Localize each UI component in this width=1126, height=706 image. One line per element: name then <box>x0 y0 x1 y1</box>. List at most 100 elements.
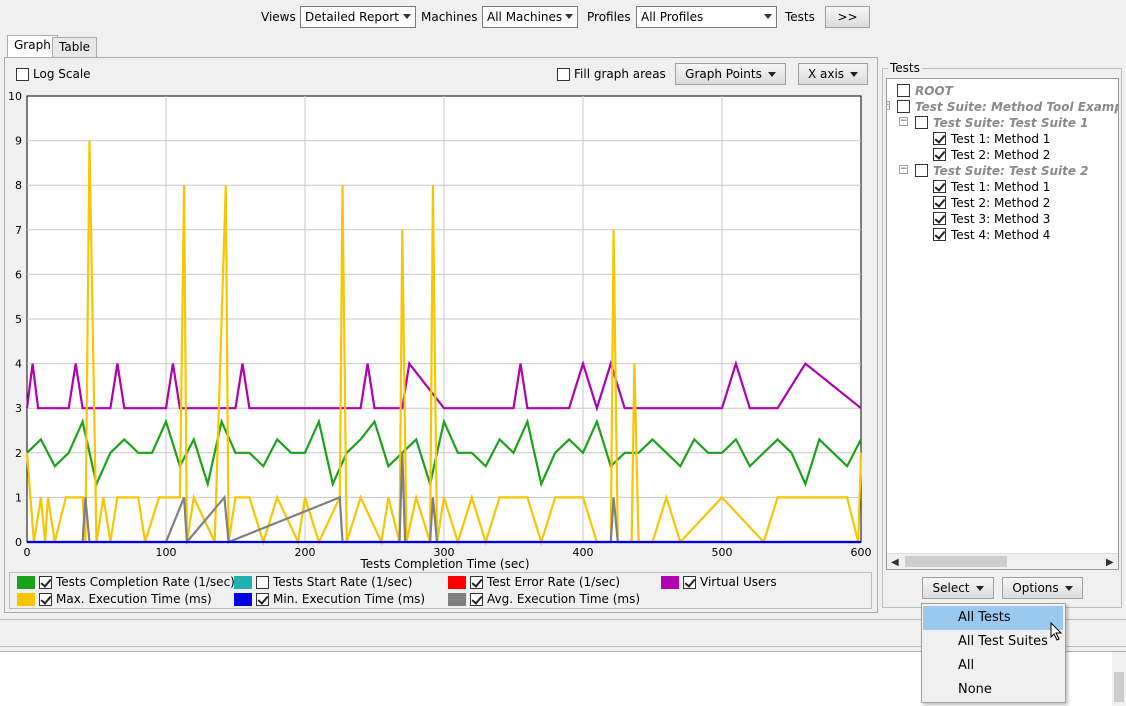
tree-checkbox[interactable] <box>897 84 910 97</box>
legend-box <box>9 572 872 609</box>
legend-checkbox[interactable] <box>39 576 52 589</box>
tree-checkbox[interactable] <box>915 116 928 129</box>
legend-swatch <box>448 593 466 606</box>
scroll-left-icon[interactable]: ◀ <box>891 557 899 568</box>
tree-test-node[interactable]: Test 1: Method 1 <box>951 180 1051 194</box>
legend-checkbox[interactable] <box>256 593 269 606</box>
tree-test-node[interactable]: Test 2: Method 2 <box>951 196 1051 210</box>
legend-checkbox[interactable] <box>683 576 696 589</box>
options-button-label: Options <box>1012 581 1059 595</box>
y-tick-label: 2 <box>15 447 22 460</box>
tab-table[interactable]: Table <box>52 37 98 58</box>
select-button-label: Select <box>932 581 970 595</box>
tree-suite-node[interactable]: ROOT <box>915 84 953 98</box>
chart-series <box>25 140 863 546</box>
legend-swatch <box>448 576 466 589</box>
tree-checkbox[interactable] <box>933 180 946 193</box>
tree-collapse-icon[interactable]: − <box>887 101 890 110</box>
select-button[interactable]: Select <box>922 577 994 599</box>
legend-swatch <box>661 576 679 589</box>
tree-checkbox[interactable] <box>897 100 910 113</box>
chevron-down-icon <box>403 14 411 19</box>
tab-graph[interactable]: Graph <box>7 35 58 58</box>
chevron-down-icon <box>565 14 573 19</box>
dropdown-arrow-icon <box>975 586 984 591</box>
profiles-label: Profiles <box>587 10 631 24</box>
menu-item-none[interactable]: None <box>958 682 992 697</box>
legend-checkbox[interactable] <box>470 593 483 606</box>
select-menu: All Tests All Test Suites All None <box>921 603 1066 703</box>
tests-tree[interactable]: ROOT−Test Suite: Method Tool Example−Tes… <box>886 78 1119 570</box>
scroll-right-icon[interactable]: ▶ <box>1106 557 1114 568</box>
legend-checkbox[interactable] <box>39 593 52 606</box>
menu-item-all-test-suites[interactable]: All Test Suites <box>958 634 1048 649</box>
x-tick-label: 100 <box>156 546 177 559</box>
fill-areas-checkbox[interactable] <box>557 68 570 81</box>
x-tick-label: 500 <box>712 546 733 559</box>
dropdown-arrow-icon <box>767 72 776 77</box>
views-label: Views <box>261 10 296 24</box>
y-tick-label: 10 <box>8 90 22 103</box>
dropdown-arrow-icon <box>850 72 859 77</box>
y-tick-label: 9 <box>15 135 22 148</box>
machines-select[interactable]: All Machines <box>482 6 578 28</box>
y-tick-label: 3 <box>15 402 22 415</box>
tree-scroll-thumb[interactable] <box>905 556 1007 567</box>
x-tick-label: 400 <box>573 546 594 559</box>
graph-points-button[interactable]: Graph Points <box>675 63 786 85</box>
x-tick-label: 200 <box>295 546 316 559</box>
chevron-down-icon <box>764 14 772 19</box>
y-tick-label: 0 <box>15 536 22 549</box>
x-axis-title: Tests Completion Time (sec) <box>359 557 529 571</box>
graph-points-label: Graph Points <box>685 67 762 81</box>
x-tick-label: 300 <box>434 546 455 559</box>
legend-label: Max. Execution Time (ms) <box>56 592 212 606</box>
profiles-select[interactable]: All Profiles <box>636 6 777 28</box>
legend-label: Virtual Users <box>700 575 777 589</box>
tree-checkbox[interactable] <box>933 148 946 161</box>
legend-label: Tests Completion Rate (1/sec) <box>56 575 235 589</box>
log-scroll-thumb[interactable] <box>1114 672 1124 702</box>
legend-swatch <box>17 593 35 606</box>
tests-label: Tests <box>785 10 815 24</box>
tree-checkbox[interactable] <box>933 212 946 225</box>
legend-label: Test Error Rate (1/sec) <box>487 575 621 589</box>
tree-test-node[interactable]: Test 1: Method 1 <box>951 132 1051 146</box>
x-axis-button[interactable]: X axis <box>798 63 868 85</box>
options-button[interactable]: Options <box>1002 577 1083 599</box>
tests-more-button[interactable]: >> <box>825 6 870 28</box>
y-tick-label: 4 <box>15 358 22 371</box>
tree-checkbox[interactable] <box>933 228 946 241</box>
legend-label: Tests Start Rate (1/sec) <box>273 575 413 589</box>
x-tick-label: 600 <box>851 546 872 559</box>
series-line-tests-completion-rate-1-sec <box>26 418 862 489</box>
tree-collapse-icon[interactable]: − <box>899 116 908 126</box>
y-tick-label: 6 <box>15 268 22 281</box>
tree-checkbox[interactable] <box>933 196 946 209</box>
views-select[interactable]: Detailed Report <box>300 6 416 28</box>
tree-checkbox[interactable] <box>933 132 946 145</box>
log-scale-checkbox[interactable] <box>16 68 29 81</box>
series-line-virtual-users <box>25 359 862 412</box>
legend-swatch <box>17 576 35 589</box>
y-tick-label: 8 <box>15 179 22 192</box>
dropdown-arrow-icon <box>1064 586 1073 591</box>
menu-item-all[interactable]: All <box>958 658 975 673</box>
tree-test-node[interactable]: Test 4: Method 4 <box>951 228 1051 242</box>
mouse-cursor-icon <box>1050 622 1063 641</box>
legend-checkbox[interactable] <box>256 576 269 589</box>
tree-test-node[interactable]: Test 3: Method 3 <box>951 212 1051 226</box>
machines-select-value: All Machines <box>487 10 563 24</box>
log-vertical-scrollbar[interactable] <box>1112 652 1126 706</box>
tree-suite-node[interactable]: Test Suite: Method Tool Example <box>915 100 1119 114</box>
tree-suite-node[interactable]: Test Suite: Test Suite 2 <box>933 164 1089 178</box>
tree-collapse-icon[interactable]: − <box>899 164 908 174</box>
legend-checkbox[interactable] <box>470 576 483 589</box>
menu-item-all-tests[interactable]: All Tests <box>923 606 1063 630</box>
tree-horizontal-scrollbar[interactable]: ◀ ▶ <box>887 553 1118 569</box>
tree-checkbox[interactable] <box>915 164 928 177</box>
x-tick-label: 0 <box>24 546 31 559</box>
tree-suite-node[interactable]: Test Suite: Test Suite 1 <box>933 116 1089 130</box>
tree-test-node[interactable]: Test 2: Method 2 <box>951 148 1051 162</box>
